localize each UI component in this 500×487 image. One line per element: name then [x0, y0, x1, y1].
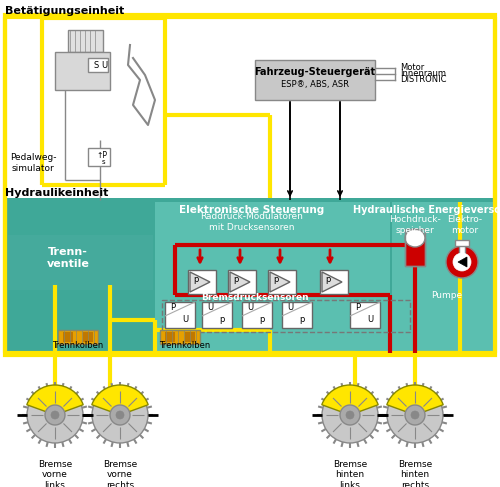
Text: P: P — [170, 303, 175, 313]
Text: DISTRONIC: DISTRONIC — [400, 75, 446, 85]
Text: U: U — [101, 60, 107, 70]
Text: ↑P: ↑P — [96, 150, 107, 160]
Polygon shape — [190, 272, 210, 292]
Text: U: U — [182, 316, 188, 324]
Wedge shape — [27, 385, 83, 415]
Text: Bremsdrucksensoren: Bremsdrucksensoren — [201, 294, 309, 302]
Bar — [162, 300, 410, 332]
Text: Fahrzeug-Steuergerät: Fahrzeug-Steuergerät — [254, 67, 376, 77]
Wedge shape — [92, 385, 148, 415]
Text: Elektro-
motor: Elektro- motor — [448, 215, 482, 235]
Bar — [8, 235, 153, 290]
Text: p: p — [219, 316, 224, 324]
Bar — [459, 244, 465, 262]
Bar — [55, 52, 110, 90]
Bar — [160, 330, 200, 344]
Text: Raddruck-Modulatoren
mit Drucksensoren: Raddruck-Modulatoren mit Drucksensoren — [200, 212, 304, 232]
Bar — [5, 198, 495, 355]
Text: S: S — [94, 60, 99, 70]
Bar — [268, 270, 296, 294]
Circle shape — [340, 405, 360, 425]
Bar — [63, 332, 73, 342]
Circle shape — [92, 387, 148, 443]
Wedge shape — [387, 385, 443, 415]
Bar — [58, 330, 98, 344]
Bar — [188, 270, 216, 294]
Text: U: U — [287, 303, 293, 313]
Text: Betätigungseinheit: Betätigungseinheit — [5, 6, 124, 16]
Bar — [83, 332, 93, 342]
Bar — [68, 30, 103, 52]
Polygon shape — [458, 257, 467, 267]
Bar — [405, 229, 425, 266]
Bar — [320, 270, 348, 294]
Text: Motor: Motor — [400, 63, 424, 73]
Wedge shape — [322, 385, 378, 415]
Bar — [255, 60, 375, 100]
Circle shape — [453, 253, 471, 271]
Circle shape — [405, 405, 425, 425]
Text: p: p — [233, 275, 238, 283]
Text: Bremse
vorne
rechts: Bremse vorne rechts — [103, 460, 137, 487]
Circle shape — [116, 411, 124, 419]
Circle shape — [45, 405, 65, 425]
Text: p: p — [325, 275, 330, 283]
Text: Trennkolben: Trennkolben — [52, 340, 104, 350]
Ellipse shape — [405, 229, 425, 247]
Circle shape — [110, 405, 130, 425]
Circle shape — [51, 411, 59, 419]
Text: p: p — [193, 275, 198, 283]
Text: Bremse
vorne
links: Bremse vorne links — [38, 460, 72, 487]
Text: Innenraum: Innenraum — [400, 70, 446, 78]
Text: Bremse
hinten
links: Bremse hinten links — [333, 460, 367, 487]
Bar — [88, 148, 110, 166]
Text: Hydraulische Energieversorgung: Hydraulische Energieversorgung — [352, 205, 500, 215]
Bar — [5, 15, 495, 355]
Text: U: U — [367, 316, 373, 324]
Text: Hydraulikeinheit: Hydraulikeinheit — [5, 188, 108, 198]
Text: Elektronische Steuerung: Elektronische Steuerung — [180, 205, 324, 215]
Circle shape — [346, 411, 354, 419]
Text: Hochdruck-
speicher: Hochdruck- speicher — [389, 215, 441, 235]
Text: Bremse
hinten
rechts: Bremse hinten rechts — [398, 460, 432, 487]
Bar — [185, 332, 195, 342]
Text: p: p — [259, 316, 264, 324]
Text: Pedalweg-
simulator: Pedalweg- simulator — [10, 153, 56, 173]
Bar — [202, 302, 232, 328]
Polygon shape — [322, 272, 342, 292]
Text: s: s — [102, 159, 106, 165]
Text: Trenn-
ventile: Trenn- ventile — [46, 247, 90, 269]
Text: p: p — [299, 316, 304, 324]
Bar — [88, 58, 108, 72]
Bar — [165, 302, 195, 328]
Text: U: U — [207, 303, 213, 313]
Bar — [242, 302, 272, 328]
Bar — [455, 240, 469, 246]
Bar — [350, 302, 380, 328]
Circle shape — [322, 387, 378, 443]
Text: Pumpe: Pumpe — [432, 291, 462, 300]
Text: U: U — [247, 303, 253, 313]
Bar — [155, 202, 390, 355]
Circle shape — [411, 411, 419, 419]
Circle shape — [27, 387, 83, 443]
Bar — [165, 332, 175, 342]
Text: Trennkolben: Trennkolben — [160, 340, 210, 350]
Circle shape — [446, 246, 478, 278]
Bar — [405, 238, 425, 266]
Bar — [282, 302, 312, 328]
Polygon shape — [270, 272, 290, 292]
Polygon shape — [230, 272, 250, 292]
Text: ESP®, ABS, ASR: ESP®, ABS, ASR — [281, 79, 349, 89]
Bar — [392, 202, 494, 355]
Circle shape — [387, 387, 443, 443]
Text: P: P — [355, 303, 360, 313]
Text: p: p — [273, 275, 278, 283]
Bar — [228, 270, 256, 294]
